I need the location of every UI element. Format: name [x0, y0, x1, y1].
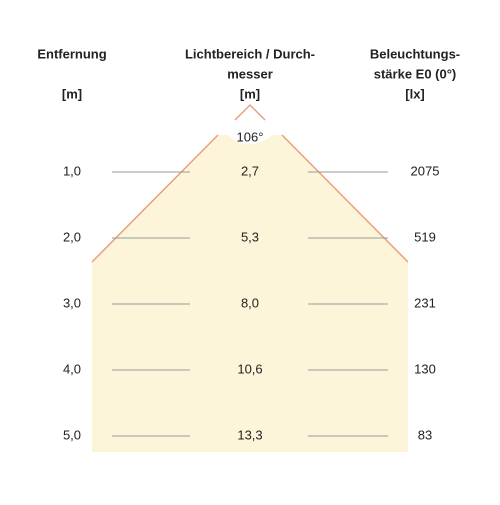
apex-mark: [234, 103, 266, 121]
header: Entfernung: [37, 46, 106, 61]
illuminance: 83: [418, 427, 432, 442]
angle-cutout: [218, 80, 282, 144]
diameter: 10,6: [237, 361, 262, 376]
diameter: 5,3: [241, 229, 259, 244]
illuminance: 231: [414, 295, 436, 310]
header-unit: [m]: [240, 86, 260, 101]
distance: 5,0: [63, 427, 81, 442]
diameter: 8,0: [241, 295, 259, 310]
beam-angle: 106°: [237, 129, 264, 144]
distance: 1,0: [63, 163, 81, 178]
header: Beleuchtungs-: [370, 46, 460, 61]
header-unit: [lx]: [405, 86, 425, 101]
illuminance: 130: [414, 361, 436, 376]
header: stärke E0 (0°): [374, 66, 457, 81]
header-unit: [m]: [62, 86, 82, 101]
cone-edge: [91, 134, 219, 263]
illuminance: 519: [414, 229, 436, 244]
header: messer: [227, 66, 273, 81]
cone-edge: [281, 134, 409, 263]
distance: 2,0: [63, 229, 81, 244]
distance: 4,0: [63, 361, 81, 376]
diameter: 13,3: [237, 427, 262, 442]
light-area: [92, 135, 408, 452]
header: Lichtbereich / Durch-: [185, 46, 315, 61]
diameter: 2,7: [241, 163, 259, 178]
illuminance: 2075: [411, 163, 440, 178]
distance: 3,0: [63, 295, 81, 310]
